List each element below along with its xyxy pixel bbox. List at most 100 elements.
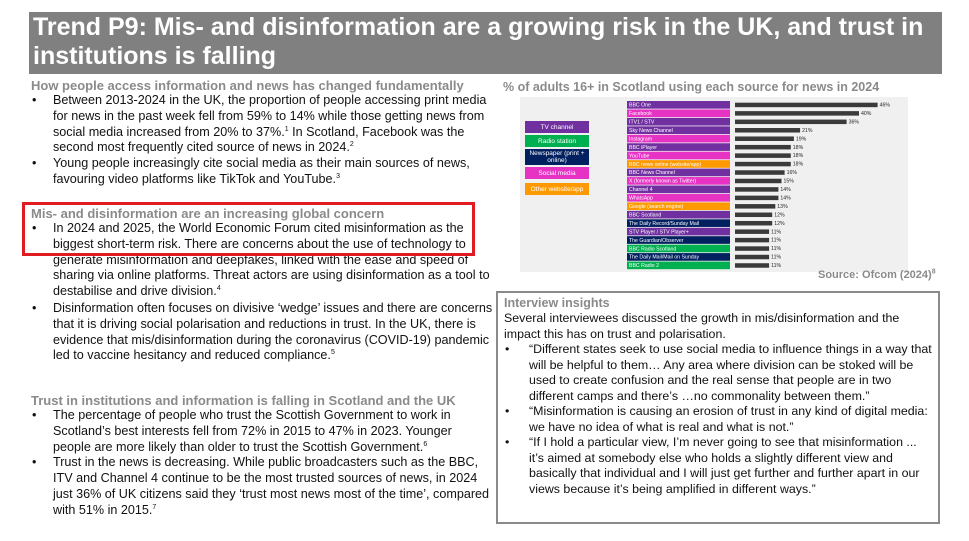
bar: [735, 254, 770, 260]
bullet-item: Young people increasingly cite social me…: [31, 156, 493, 188]
category-label-bg: [627, 126, 730, 134]
value-label: 11%: [771, 255, 781, 261]
value-label: 36%: [849, 119, 860, 125]
value-label: 15%: [784, 179, 795, 185]
bar-chart: BBC One 46% Facebook 40% ITV1 / STV 36% Sky Ne…: [627, 101, 891, 270]
bar: [735, 144, 791, 150]
legend-item-social: Social media: [525, 167, 589, 179]
category-label: Channel 4: [629, 187, 653, 193]
category-label: Google (search engine): [629, 204, 683, 210]
category-label-bg: [627, 227, 730, 236]
quote-item: “If I hold a particular view, I’m never …: [504, 435, 932, 497]
interview-insights-box: Interview insights Several interviewees …: [496, 291, 940, 524]
value-label: 11%: [771, 238, 781, 244]
value-label: 18%: [793, 153, 804, 159]
value-label: 19%: [796, 136, 807, 142]
category-label-bg: [627, 185, 730, 194]
bullet-item: The percentage of people who trust the S…: [31, 408, 493, 455]
category-label: BBC News Channel: [629, 170, 675, 176]
bar: [735, 204, 776, 209]
category-label: Sky News Channel: [629, 128, 673, 134]
legend-item-other: Other website/app: [525, 183, 589, 195]
value-label: 16%: [787, 170, 798, 176]
category-label: Facebook: [629, 111, 652, 117]
bar: [735, 102, 878, 108]
section-heading: How people access information and news h…: [31, 78, 464, 93]
category-label: STV Player / STV Player+: [629, 229, 689, 235]
category-label: X (formerly known as Twitter): [629, 179, 696, 185]
category-label-bg: [627, 117, 730, 126]
value-label: 11%: [771, 229, 781, 235]
bar: [735, 153, 791, 158]
interview-intro: Several interviewees discussed the growt…: [504, 311, 900, 341]
bullet-item: Between 2013-2024 in the UK, the proport…: [31, 93, 493, 156]
value-label: 21%: [802, 128, 813, 134]
category-label-bg: [627, 202, 730, 211]
value-label: 46%: [880, 103, 891, 109]
bar: [735, 229, 770, 234]
bar: [735, 170, 785, 175]
category-label: BBC iPlayer: [629, 145, 657, 151]
bar: [735, 178, 782, 184]
highlight-box: [22, 202, 475, 256]
category-label-bg: [627, 253, 730, 261]
bar: [735, 220, 773, 226]
category-label: BBC Radio Scotland: [629, 246, 676, 252]
section-heading: Mis- and disinformation are an increasin…: [31, 206, 385, 221]
page-title: Trend P9: Mis- and disinformation are a …: [29, 12, 942, 74]
value-label: 11%: [771, 263, 781, 269]
chart-panel: TV channel Radio station Newspaper (print …: [520, 97, 908, 272]
category-label: ITV1 / STV: [629, 120, 655, 126]
quote-item: “Misinformation is causing an erosion of…: [504, 404, 932, 435]
value-label: 18%: [793, 145, 804, 151]
bar: [735, 195, 779, 201]
category-label-bg: [627, 160, 730, 168]
value-label: 18%: [793, 162, 804, 168]
bar: [735, 187, 779, 192]
bar: [735, 212, 773, 218]
legend-item-newspaper: Newspaper (print + online): [525, 149, 589, 165]
bar: [735, 246, 770, 251]
category-label: The Daily Mail/Mail on Sunday: [629, 255, 699, 261]
bar: [735, 161, 791, 167]
section-trust: Trust in institutions and information is…: [31, 393, 493, 519]
category-label-bg: [627, 236, 730, 244]
category-label-bg: [627, 134, 730, 143]
bar: [735, 119, 847, 125]
value-label: 12%: [774, 212, 785, 218]
category-label: BBC news online (website/app): [629, 162, 701, 168]
category-label-bg: [627, 210, 730, 219]
category-label-bg: [627, 143, 730, 151]
category-label: BBC One: [629, 103, 651, 109]
bar: [735, 237, 770, 243]
legend-item-radio: Radio station: [525, 135, 589, 147]
chart-title: % of adults 16+ in Scotland using each s…: [503, 80, 880, 94]
quote-item: “Different states seek to use social med…: [504, 342, 932, 404]
bar: [735, 128, 801, 133]
value-label: 40%: [861, 111, 872, 117]
category-label-bg: [627, 261, 730, 270]
bar: [735, 136, 794, 141]
section-misinformation: Mis- and disinformation are an increasin…: [31, 206, 493, 364]
bar: [735, 263, 770, 268]
section-heading: Trust in institutions and information is…: [31, 393, 456, 408]
section-news-access: How people access information and news h…: [31, 78, 493, 188]
bullet-item: Trust in the news is decreasing. While p…: [31, 455, 493, 518]
category-label: Instagram: [629, 136, 652, 142]
bullet-item: Disinformation often focuses on divisive…: [31, 301, 493, 364]
source-note: Source: Ofcom (2024)8: [818, 268, 936, 281]
category-label-bg: [627, 244, 730, 253]
value-label: 14%: [780, 195, 791, 201]
bar: [735, 111, 859, 116]
legend-item-tv: TV channel: [525, 121, 589, 133]
category-label-bg: [627, 101, 730, 109]
category-label: BBC Scotland: [629, 212, 661, 218]
category-label: The Guardian/Observer: [629, 238, 684, 244]
category-label-bg: [627, 109, 730, 118]
category-label-bg: [627, 193, 730, 202]
category-label: YouTube: [629, 153, 649, 159]
value-label: 12%: [774, 221, 785, 227]
category-label: BBC Radio 2: [629, 263, 659, 269]
category-label: The Daily Record/Sunday Mail: [629, 221, 699, 227]
interview-title: Interview insights: [504, 296, 610, 310]
